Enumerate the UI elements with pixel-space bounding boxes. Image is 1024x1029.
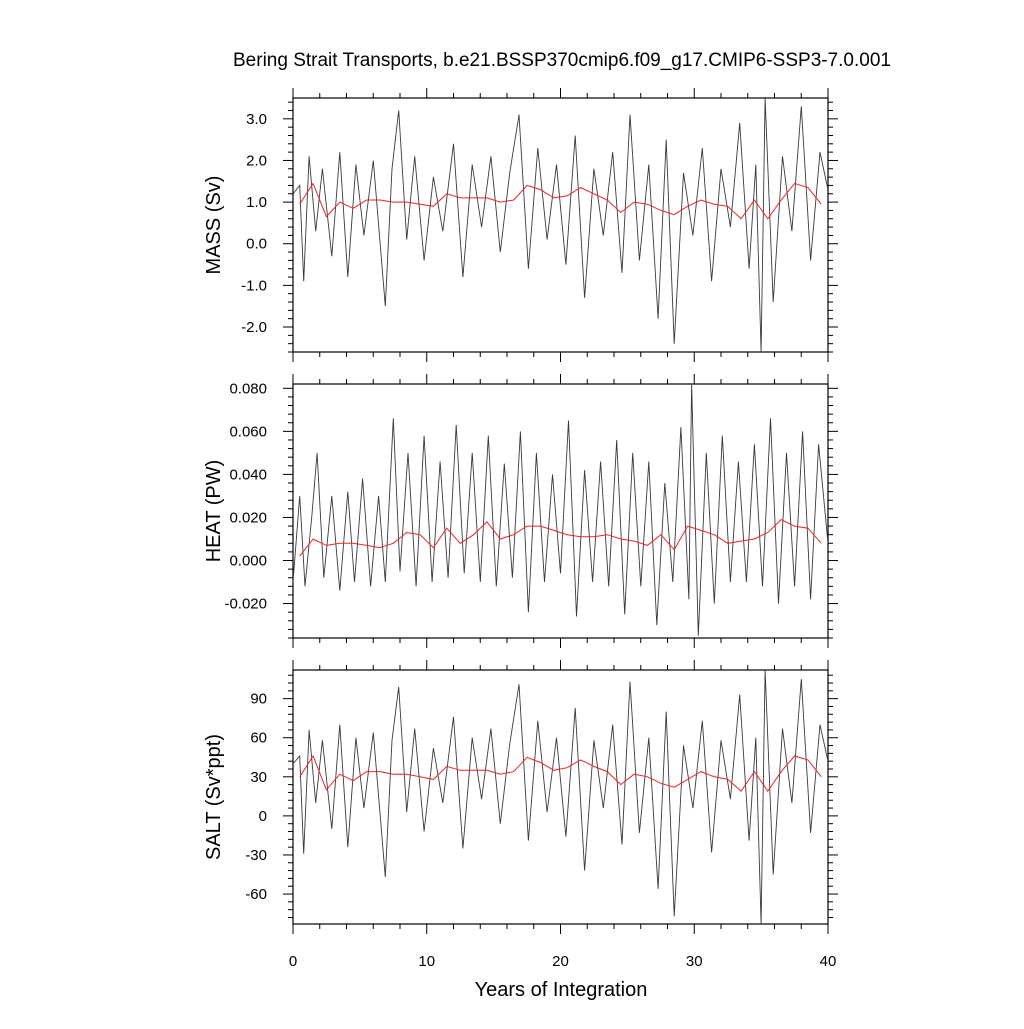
salt-x-tick-label: 20 — [552, 953, 569, 970]
mass-y-tick-label: 0.0 — [246, 236, 267, 253]
mass-y-tick-label: -1.0 — [241, 277, 267, 294]
salt-x-tick-label: 40 — [820, 953, 837, 970]
salt-plot-frame — [292, 669, 829, 925]
mass-monthly-series — [293, 98, 828, 352]
panels: -2.0 -1.0 0.0 1.0 2.0 3.0 MASS (Sv) -0.020 0.000… — [203, 88, 838, 970]
heat-y-tick-label: 0.080 — [229, 380, 267, 397]
mass-plot-frame — [292, 97, 829, 353]
mass-y-tick-label: 2.0 — [246, 152, 267, 169]
salt-y-tick-label: -30 — [245, 847, 267, 864]
salt-y-tick-label: 90 — [250, 691, 267, 708]
heat-annual-mean-series — [299, 518, 822, 557]
panel-heat: -0.020 0.000 0.020 0.040 0.060 0.080 HEAT (PW) — [203, 374, 838, 648]
panel-salt: -60 -30 0 30 60 90 0 10 20 30 40 SALT (Sv*ppt) — [203, 660, 838, 970]
mass-y-tick-label: 3.0 — [246, 111, 267, 128]
mass-y-tick-label: -2.0 — [241, 319, 267, 336]
x-axis-label: Years of Integration — [475, 979, 648, 1001]
panel-mass: -2.0 -1.0 0.0 1.0 2.0 3.0 MASS (Sv) — [203, 88, 838, 362]
salt-monthly-series — [293, 670, 828, 924]
salt-annual-mean-series — [299, 754, 822, 792]
heat-y-tick-label: 0.060 — [229, 423, 267, 440]
mass-y-tick-label: 1.0 — [246, 194, 267, 211]
mass-y-axis-label: MASS (Sv) — [203, 176, 225, 275]
salt-y-axis-label: SALT (Sv*ppt) — [203, 734, 225, 860]
heat-y-tick-label: 0.000 — [229, 553, 267, 570]
heat-y-tick-label: 0.040 — [229, 466, 267, 483]
heat-monthly-series — [293, 384, 828, 636]
heat-y-axis-label: HEAT (PW) — [203, 460, 225, 563]
salt-x-tick-label: 30 — [686, 953, 703, 970]
salt-x-tick-label: 10 — [418, 953, 435, 970]
heat-y-tick-label: 0.020 — [229, 509, 267, 526]
salt-x-tick-label: 0 — [289, 953, 297, 970]
salt-y-tick-label: 60 — [250, 730, 267, 747]
heat-plot-frame — [292, 383, 829, 639]
chart-title: Bering Strait Transports, b.e21.BSSP370c… — [233, 50, 891, 71]
salt-y-tick-label: -60 — [245, 886, 267, 903]
salt-y-tick-label: 30 — [250, 769, 267, 786]
heat-y-tick-label: -0.020 — [224, 596, 267, 613]
mass-annual-mean-series — [299, 182, 822, 220]
salt-y-tick-label: 0 — [259, 808, 267, 825]
